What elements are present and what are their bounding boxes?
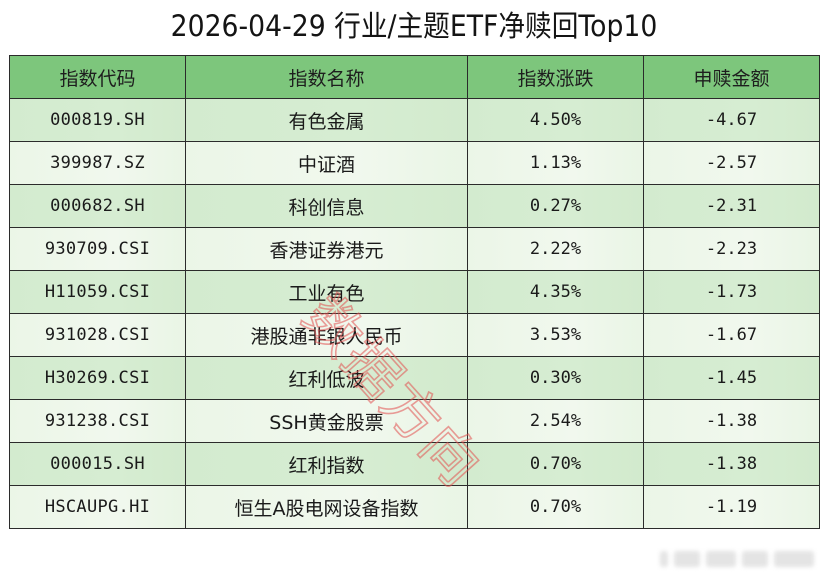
index-code-cell: 000819.SH [9, 98, 186, 142]
redemption-amount-cell: -1.19 [643, 485, 820, 529]
index-change-cell: 0.70% [467, 442, 644, 486]
index-change-cell: 4.50% [467, 98, 644, 142]
index-name-cell: 港股通非银人民币 [185, 313, 468, 357]
index-code-cell: H11059.CSI [9, 270, 186, 314]
redemption-amount-cell: -2.57 [643, 141, 820, 185]
redemption-amount-cell: -1.67 [643, 313, 820, 357]
redemption-amount-cell: -2.31 [643, 184, 820, 228]
page-title: 2026-04-29 行业/主题ETF净赎回Top10 [170, 9, 658, 43]
table-row: HSCAUPG.HI 恒生A股电网设备指数 0.70% -1.19 [9, 485, 820, 529]
index-change-cell: 0.70% [467, 485, 644, 529]
index-code-cell: 931028.CSI [9, 313, 186, 357]
index-change-cell: 4.35% [467, 270, 644, 314]
index-name-cell: 香港证券港元 [185, 227, 468, 271]
index-name-cell: 红利低波 [185, 356, 468, 400]
table-row: 930709.CSI 香港证券港元 2.22% -2.23 [9, 227, 820, 271]
index-code-cell: 399987.SZ [9, 141, 186, 185]
table-row: 931238.CSI SSH黄金股票 2.54% -1.38 [9, 399, 820, 443]
blur-mark [706, 551, 736, 567]
index-change-cell: 0.27% [467, 184, 644, 228]
redemption-amount-cell: -1.38 [643, 442, 820, 486]
index-name-cell: 工业有色 [185, 270, 468, 314]
index-change-cell: 1.13% [467, 141, 644, 185]
index-change-cell: 2.22% [467, 227, 644, 271]
header-index-change: 指数涨跌 [467, 55, 644, 99]
table-row: 931028.CSI 港股通非银人民币 3.53% -1.67 [9, 313, 820, 357]
header-index-name: 指数名称 [185, 55, 468, 99]
blur-mark [774, 551, 814, 567]
index-code-cell: HSCAUPG.HI [9, 485, 186, 529]
index-name-cell: 中证酒 [185, 141, 468, 185]
index-code-cell: H30269.CSI [9, 356, 186, 400]
table-header-row: 指数代码 指数名称 指数涨跌 申赎金额 [9, 55, 820, 99]
index-code-cell: 931238.CSI [9, 399, 186, 443]
index-name-cell: 红利指数 [185, 442, 468, 486]
index-change-cell: 0.30% [467, 356, 644, 400]
table-row: 000015.SH 红利指数 0.70% -1.38 [9, 442, 820, 486]
index-change-cell: 2.54% [467, 399, 644, 443]
table-row: H11059.CSI 工业有色 4.35% -1.73 [9, 270, 820, 314]
header-redemption-amount: 申赎金额 [643, 55, 820, 99]
table-row: 000819.SH 有色金属 4.50% -4.67 [9, 98, 820, 142]
redemption-amount-cell: -2.23 [643, 227, 820, 271]
index-name-cell: 恒生A股电网设备指数 [185, 485, 468, 529]
table-row: 399987.SZ 中证酒 1.13% -2.57 [9, 141, 820, 185]
index-code-cell: 000015.SH [9, 442, 186, 486]
index-change-cell: 3.53% [467, 313, 644, 357]
table-row: 000682.SH 科创信息 0.27% -2.31 [9, 184, 820, 228]
index-name-cell: 科创信息 [185, 184, 468, 228]
redemption-amount-cell: -4.67 [643, 98, 820, 142]
blurred-corner-watermark [660, 548, 820, 570]
header-index-code: 指数代码 [9, 55, 186, 99]
index-code-cell: 930709.CSI [9, 227, 186, 271]
table-row: H30269.CSI 红利低波 0.30% -1.45 [9, 356, 820, 400]
redemption-amount-cell: -1.38 [643, 399, 820, 443]
redemption-amount-cell: -1.45 [643, 356, 820, 400]
blur-mark [674, 551, 700, 567]
redemption-amount-cell: -1.73 [643, 270, 820, 314]
etf-redemption-table-container: 指数代码 指数名称 指数涨跌 申赎金额 000819.SH 有色金属 4.50%… [9, 55, 820, 529]
index-code-cell: 000682.SH [9, 184, 186, 228]
etf-redemption-table: 指数代码 指数名称 指数涨跌 申赎金额 000819.SH 有色金属 4.50%… [9, 55, 820, 529]
blur-mark [660, 551, 668, 567]
blur-mark [742, 551, 768, 567]
index-name-cell: 有色金属 [185, 98, 468, 142]
index-name-cell: SSH黄金股票 [185, 399, 468, 443]
